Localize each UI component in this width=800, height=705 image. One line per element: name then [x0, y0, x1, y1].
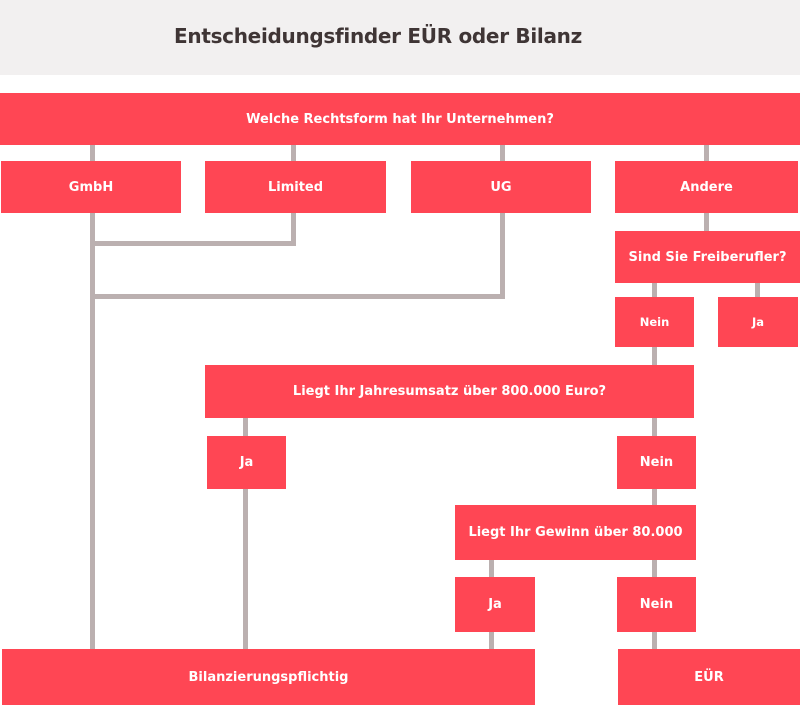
- umsatz-ja: Ja: [207, 436, 286, 489]
- connector: [291, 145, 296, 161]
- connector: [652, 418, 657, 436]
- result-eur: EÜR: [618, 649, 800, 705]
- option-gmbh: GmbH: [1, 161, 181, 213]
- connector: [652, 283, 657, 297]
- question-rechtsform: Welche Rechtsform hat Ihr Unternehmen?: [0, 93, 800, 145]
- gewinn-nein: Nein: [617, 577, 696, 632]
- connector: [652, 347, 657, 365]
- option-limited: Limited: [205, 161, 386, 213]
- connector: [489, 632, 494, 649]
- connector: [704, 145, 709, 161]
- umsatz-nein: Nein: [617, 436, 696, 489]
- header: [0, 0, 800, 75]
- connector: [243, 418, 248, 436]
- connector: [652, 632, 657, 649]
- gewinn-ja: Ja: [455, 577, 535, 632]
- connector: [500, 213, 505, 299]
- connector: [500, 145, 505, 161]
- question-gewinn: Liegt Ihr Gewinn über 80.000: [455, 505, 696, 560]
- diagram-title: Entscheidungsfinder EÜR oder Bilanz: [174, 24, 582, 48]
- connector: [291, 213, 296, 246]
- freiberufler-nein: Nein: [615, 297, 694, 347]
- result-bilanzierungspflichtig: Bilanzierungspflichtig: [2, 649, 535, 705]
- connector: [489, 560, 494, 577]
- question-freiberufler: Sind Sie Freiberufler?: [615, 231, 800, 283]
- connector: [652, 489, 657, 505]
- question-umsatz: Liegt Ihr Jahresumsatz über 800.000 Euro…: [205, 365, 694, 418]
- connector: [243, 489, 248, 649]
- connector: [755, 283, 760, 297]
- connector: [90, 294, 505, 299]
- freiberufler-ja: Ja: [718, 297, 798, 347]
- option-andere: Andere: [615, 161, 798, 213]
- option-ug: UG: [411, 161, 591, 213]
- connector: [652, 560, 657, 577]
- connector: [704, 213, 709, 231]
- connector: [90, 145, 95, 649]
- connector: [90, 241, 296, 246]
